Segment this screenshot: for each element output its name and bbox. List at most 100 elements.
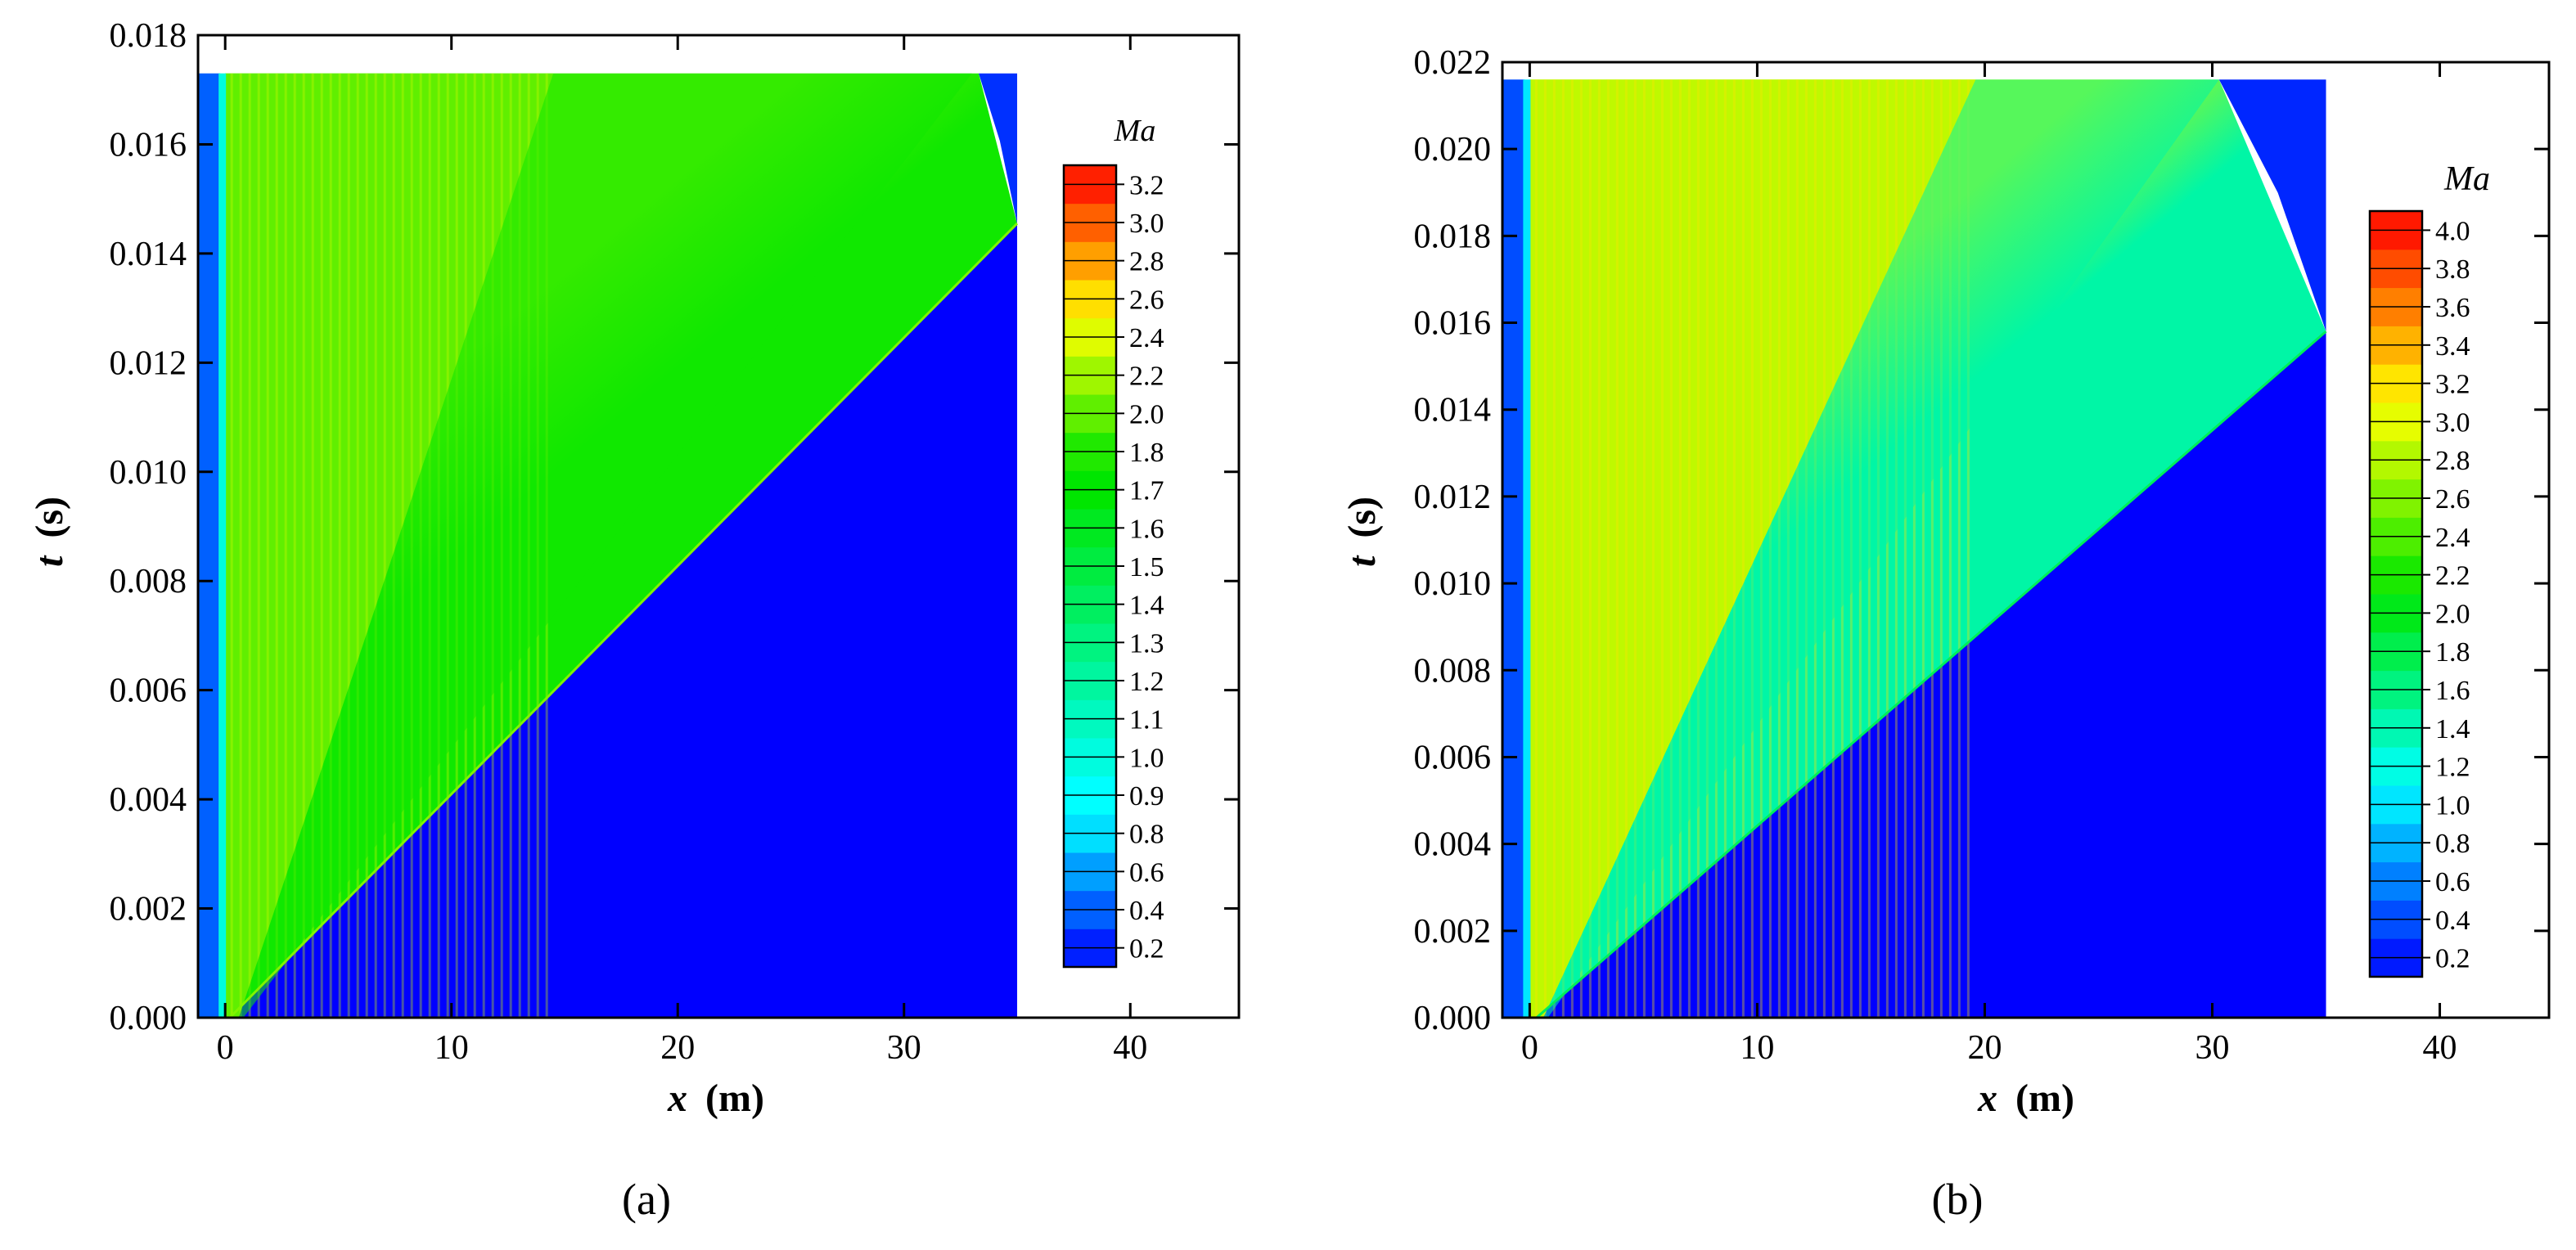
colorbar-label: 3.0 [1129, 209, 1164, 239]
panel-a: 0 10 20 30 40 0.000 0.002 0.004 0.006 0.008 0.010 0… [28, 17, 1241, 1224]
y-tick-label: 0.008 [1414, 652, 1492, 690]
colorbar-label: 3.4 [2435, 331, 2470, 362]
colorbar-label: 1.5 [1129, 552, 1164, 582]
colorbar-label: 2.6 [1129, 285, 1164, 315]
colorbar-label: 2.8 [1129, 247, 1164, 277]
colorbar-label: 3.2 [1129, 170, 1164, 200]
y-tick-label: 0.022 [1414, 44, 1492, 82]
plot-area-b [1502, 79, 2327, 1019]
colorbar-label: 1.2 [2435, 753, 2470, 783]
colorbar-label: 2.0 [1129, 399, 1164, 429]
y-tick-label: 0.014 [1414, 392, 1492, 429]
panel-label-a: (a) [622, 1175, 671, 1224]
colorbar-label: 0.6 [2435, 867, 2470, 897]
x-tick-label: 40 [2423, 1029, 2457, 1067]
colorbar-label: 0.2 [2435, 944, 2470, 974]
colorbar-label: 2.2 [2435, 561, 2470, 591]
colorbar-label: 3.6 [2435, 293, 2470, 323]
colorbar-label: 2.2 [1129, 362, 1164, 392]
colorbar-label: 1.1 [1129, 705, 1164, 735]
y-tick-label: 0.010 [110, 454, 187, 492]
colorbar-label: 1.0 [1129, 743, 1164, 773]
y-axis-label-a: t (s) [28, 497, 71, 567]
colorbar-label: 1.8 [1129, 438, 1164, 468]
x-axis-label-a: x (m) [667, 1077, 764, 1120]
panel-b: 0 10 20 30 40 0.000 0.002 0.004 0.006 0.008 0.010 0… [1340, 44, 2551, 1224]
y-tick-label: 0.002 [110, 891, 187, 929]
colorbar-label: 0.8 [1129, 820, 1164, 850]
shock-front-a [228, 223, 1019, 1019]
y-axis-unit-a: (s) [28, 497, 71, 538]
colorbar-label: 2.4 [1129, 323, 1164, 353]
colorbar-label: 1.6 [1129, 514, 1164, 544]
y-tick-label: 0.006 [110, 672, 187, 710]
colorbar-label: 2.6 [2435, 484, 2470, 515]
x-axis-var-a: x [667, 1077, 687, 1120]
x-tick-label: 0 [1521, 1029, 1538, 1067]
colorbar-title-b: Ma [2443, 160, 2490, 198]
y-tick-label: 0.000 [1414, 1000, 1492, 1037]
x-tick-label: 10 [1740, 1029, 1774, 1067]
colorbar-label: 0.4 [2435, 906, 2470, 936]
colorbar-label: 1.0 [2435, 790, 2470, 821]
colorbar-label: 3.8 [2435, 254, 2470, 285]
x-tick-label: 20 [660, 1029, 695, 1067]
region-expansion-fan-b [1529, 79, 1976, 1018]
y-tick-label: 0.014 [110, 236, 187, 273]
y-tick-label: 0.016 [110, 126, 187, 164]
colorbar-label: 0.6 [1129, 857, 1164, 888]
y-tick-label: 0.004 [110, 781, 187, 819]
y-tick-label: 0.010 [1414, 565, 1492, 603]
x-tick-label: 10 [435, 1029, 469, 1067]
colorbar-frame [1062, 164, 1118, 969]
colorbar-label: 1.8 [2435, 637, 2470, 668]
region-reflected-b [2218, 79, 2326, 332]
y-tick-label: 0.012 [1414, 479, 1492, 516]
x-tick-label: 30 [2195, 1029, 2229, 1067]
region-post-fan-a [238, 73, 972, 1018]
region-reflected-a [979, 73, 1018, 224]
region-post-fan-b [1543, 79, 2219, 1018]
y-tick-label: 0.000 [110, 1000, 187, 1037]
x-tick-label: 40 [1113, 1029, 1147, 1067]
y-tick-label: 0.018 [1414, 218, 1492, 255]
y-axis-var-a: t [28, 555, 71, 567]
colorbar-label: 2.8 [2435, 446, 2470, 476]
region-throat-b [1523, 79, 1531, 1018]
y-tick-label: 0.012 [110, 344, 187, 382]
colorbar-title-a: Ma [1114, 114, 1156, 148]
axes-a: 0 10 20 30 40 0.000 0.002 0.004 0.006 0.008 0.010 0… [110, 17, 1241, 1067]
shock-front-b [1535, 330, 2327, 1019]
plot-frame-a [196, 34, 1241, 1019]
panel-label-b: (b) [1932, 1175, 1984, 1224]
colorbar-label: 4.0 [2435, 216, 2470, 246]
x-axis-var-b: x [1977, 1077, 1997, 1120]
x-axis-unit-b: (m) [2015, 1077, 2074, 1120]
colorbar-label: 2.0 [2435, 599, 2470, 629]
colorbar-frame [2368, 209, 2424, 978]
x-tick-label: 30 [887, 1029, 921, 1067]
y-axis-var-b: t [1340, 555, 1384, 567]
x-axis-label-b: x (m) [1977, 1077, 2074, 1120]
colorbar-label: 0.9 [1129, 781, 1164, 812]
colorbar-label: 0.4 [1129, 896, 1164, 926]
y-tick-label: 0.006 [1414, 739, 1492, 776]
region-throat-a [218, 73, 227, 1018]
y-axis-label-b: t (s) [1340, 497, 1384, 567]
y-axis-unit-b: (s) [1340, 497, 1384, 538]
y-tick-label: 0.004 [1414, 826, 1492, 864]
colorbar-label: 3.0 [2435, 407, 2470, 438]
y-tick-label: 0.008 [110, 563, 187, 600]
x-axis-unit-a: (m) [705, 1077, 764, 1120]
colorbar-label: 0.8 [2435, 829, 2470, 859]
y-tick-label: 0.002 [1414, 913, 1492, 951]
plot-area-a [198, 73, 1019, 1019]
x-tick-label: 0 [217, 1029, 234, 1067]
axes-b: 0 10 20 30 40 0.000 0.002 0.004 0.006 0.008 0.010 0… [1414, 44, 2551, 1067]
colorbar-label: 1.3 [1129, 628, 1164, 659]
region-inlet-a [198, 73, 221, 1018]
colorbar-label: 1.4 [1129, 591, 1164, 621]
plot-frame-b [1501, 61, 2551, 1019]
y-tick-label: 0.016 [1414, 305, 1492, 343]
